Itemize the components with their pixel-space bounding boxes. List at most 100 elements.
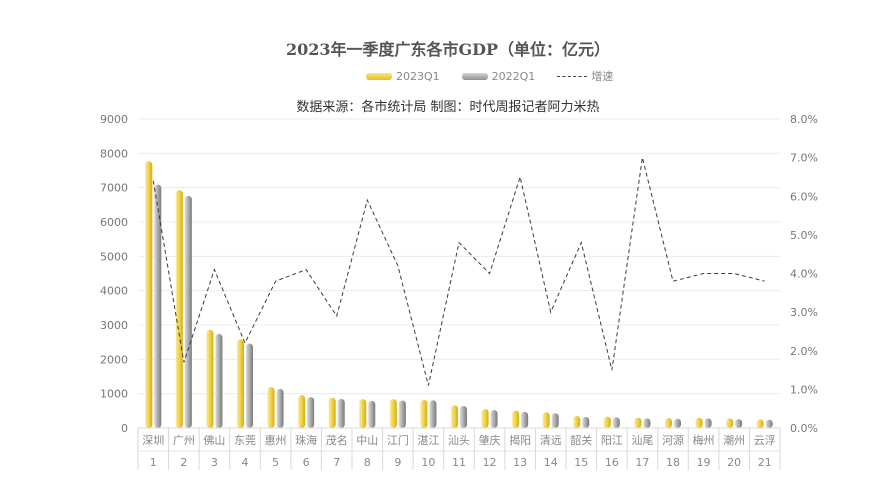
x-rank-label: 20 xyxy=(727,456,741,469)
legend-item-2023q1[interactable]: 2023Q1 xyxy=(366,70,440,83)
growth-line[interactable] xyxy=(152,157,765,386)
bar-2022q1[interactable] xyxy=(337,398,345,428)
y-tick-label-right: 1.0% xyxy=(790,383,818,396)
bar-2023q1[interactable] xyxy=(756,419,764,428)
x-category-label: 阳江 xyxy=(601,434,623,447)
bar-2022q1[interactable] xyxy=(154,184,162,428)
x-category-label: 梅州 xyxy=(693,433,715,447)
bar-2023q1[interactable] xyxy=(512,410,520,428)
bar-2023q1[interactable] xyxy=(542,412,550,428)
legend: 2023Q1 2022Q1 增速 xyxy=(366,68,635,84)
x-rank-label: 7 xyxy=(333,456,340,469)
bar-2022q1[interactable] xyxy=(735,419,743,428)
x-rank-label: 6 xyxy=(303,456,310,469)
x-category-label: 云浮 xyxy=(754,434,776,447)
legend-item-2022q1[interactable]: 2022Q1 xyxy=(461,70,535,83)
y-tick-label-left: 8000 xyxy=(100,147,128,160)
y-tick-label-left: 2000 xyxy=(100,353,128,366)
bar-2022q1[interactable] xyxy=(582,417,590,428)
bar-2023q1[interactable] xyxy=(206,329,214,428)
bar-2022q1[interactable] xyxy=(521,411,529,428)
x-rank-label: 17 xyxy=(635,456,649,469)
bar-2022q1[interactable] xyxy=(674,418,681,428)
bar-2023q1[interactable] xyxy=(389,399,397,428)
x-category-label: 潮州 xyxy=(723,433,745,447)
bar-2022q1[interactable] xyxy=(643,418,651,428)
x-rank-label: 4 xyxy=(242,456,249,469)
legend-label-growth: 增速 xyxy=(591,70,614,83)
bar-2022q1[interactable] xyxy=(460,406,467,428)
x-category-label: 揭阳 xyxy=(509,433,531,447)
chart-subtitle: 数据来源：各市统计局 制图：时代周报记者阿力米热 xyxy=(296,100,600,115)
bar-2022q1[interactable] xyxy=(276,388,284,428)
bar-2023q1[interactable] xyxy=(145,161,153,429)
bar-2023q1[interactable] xyxy=(665,418,672,428)
bar-2022q1[interactable] xyxy=(368,400,376,428)
x-rank-label: 15 xyxy=(574,456,588,469)
bar-2023q1[interactable] xyxy=(481,409,489,428)
bar-2023q1[interactable] xyxy=(603,416,611,428)
x-rank-label: 12 xyxy=(483,456,497,469)
legend-swatch-growth xyxy=(557,75,588,77)
bar-2023q1[interactable] xyxy=(328,397,336,428)
y-tick-label-right: 6.0% xyxy=(790,190,818,203)
y-tick-label-left: 3000 xyxy=(100,319,128,332)
bar-2022q1[interactable] xyxy=(398,400,406,428)
y-tick-label-right: 2.0% xyxy=(790,345,818,358)
bar-2022q1[interactable] xyxy=(215,333,223,428)
bar-2023q1[interactable] xyxy=(267,387,275,428)
x-category-label: 深圳 xyxy=(142,434,164,447)
bar-2023q1[interactable] xyxy=(298,395,306,428)
legend-item-growth[interactable]: 增速 xyxy=(557,68,613,84)
x-category-label: 江门 xyxy=(387,433,409,447)
bar-2022q1[interactable] xyxy=(307,397,315,428)
x-category-label: 东莞 xyxy=(234,434,256,447)
x-rank-label: 18 xyxy=(666,456,680,469)
bar-2022q1[interactable] xyxy=(490,410,498,428)
chart-title: 2023年一季度广东各市GDP（单位：亿元） xyxy=(285,40,611,59)
bar-2022q1[interactable] xyxy=(184,195,192,428)
legend-swatch-2022q1 xyxy=(461,72,488,80)
y-tick-label-left: 4000 xyxy=(100,285,128,298)
y-tick-label-right: 8.0% xyxy=(790,113,818,126)
x-rank-label: 1 xyxy=(150,456,157,469)
x-category-label: 广州 xyxy=(173,434,195,447)
bar-2022q1[interactable] xyxy=(551,413,559,428)
x-rank-label: 10 xyxy=(421,456,435,469)
x-rank-label: 19 xyxy=(697,456,711,469)
x-category-label: 惠州 xyxy=(265,433,287,447)
x-rank-label: 2 xyxy=(180,456,187,469)
x-category-label: 清远 xyxy=(540,434,562,447)
bar-2023q1[interactable] xyxy=(726,418,734,428)
x-category-label: 佛山 xyxy=(203,434,225,447)
x-rank-label: 9 xyxy=(394,456,401,469)
x-category-label: 汕尾 xyxy=(631,434,653,447)
x-rank-label: 11 xyxy=(452,456,466,469)
x-rank-label: 14 xyxy=(544,456,558,469)
x-rank-label: 21 xyxy=(758,456,772,469)
bar-2023q1[interactable] xyxy=(695,417,703,428)
bar-2023q1[interactable] xyxy=(175,190,183,428)
y-tick-label-left: 6000 xyxy=(100,216,128,229)
bar-2023q1[interactable] xyxy=(573,415,581,428)
y-tick-label-right: 4.0% xyxy=(790,268,818,281)
bar-2022q1[interactable] xyxy=(704,418,712,428)
bar-2023q1[interactable] xyxy=(359,399,367,428)
bar-2023q1[interactable] xyxy=(420,399,428,428)
bar-2023q1[interactable] xyxy=(634,417,642,428)
bar-2022q1[interactable] xyxy=(765,419,773,428)
x-category-label: 中山 xyxy=(356,434,378,447)
x-category-label: 珠海 xyxy=(295,433,317,447)
bar-2022q1[interactable] xyxy=(612,417,620,428)
bar-2022q1[interactable] xyxy=(429,400,437,428)
bar-2023q1[interactable] xyxy=(237,339,244,428)
x-rank-label: 5 xyxy=(272,456,279,469)
y-tick-label-right: 0.0% xyxy=(790,422,818,435)
y-tick-label-right: 3.0% xyxy=(790,306,818,319)
y-tick-label-left: 1000 xyxy=(100,388,128,401)
x-category-label: 韶关 xyxy=(570,433,592,447)
y-tick-label-left: 5000 xyxy=(100,250,128,263)
bar-2022q1[interactable] xyxy=(246,343,253,428)
bar-2023q1[interactable] xyxy=(451,405,458,428)
